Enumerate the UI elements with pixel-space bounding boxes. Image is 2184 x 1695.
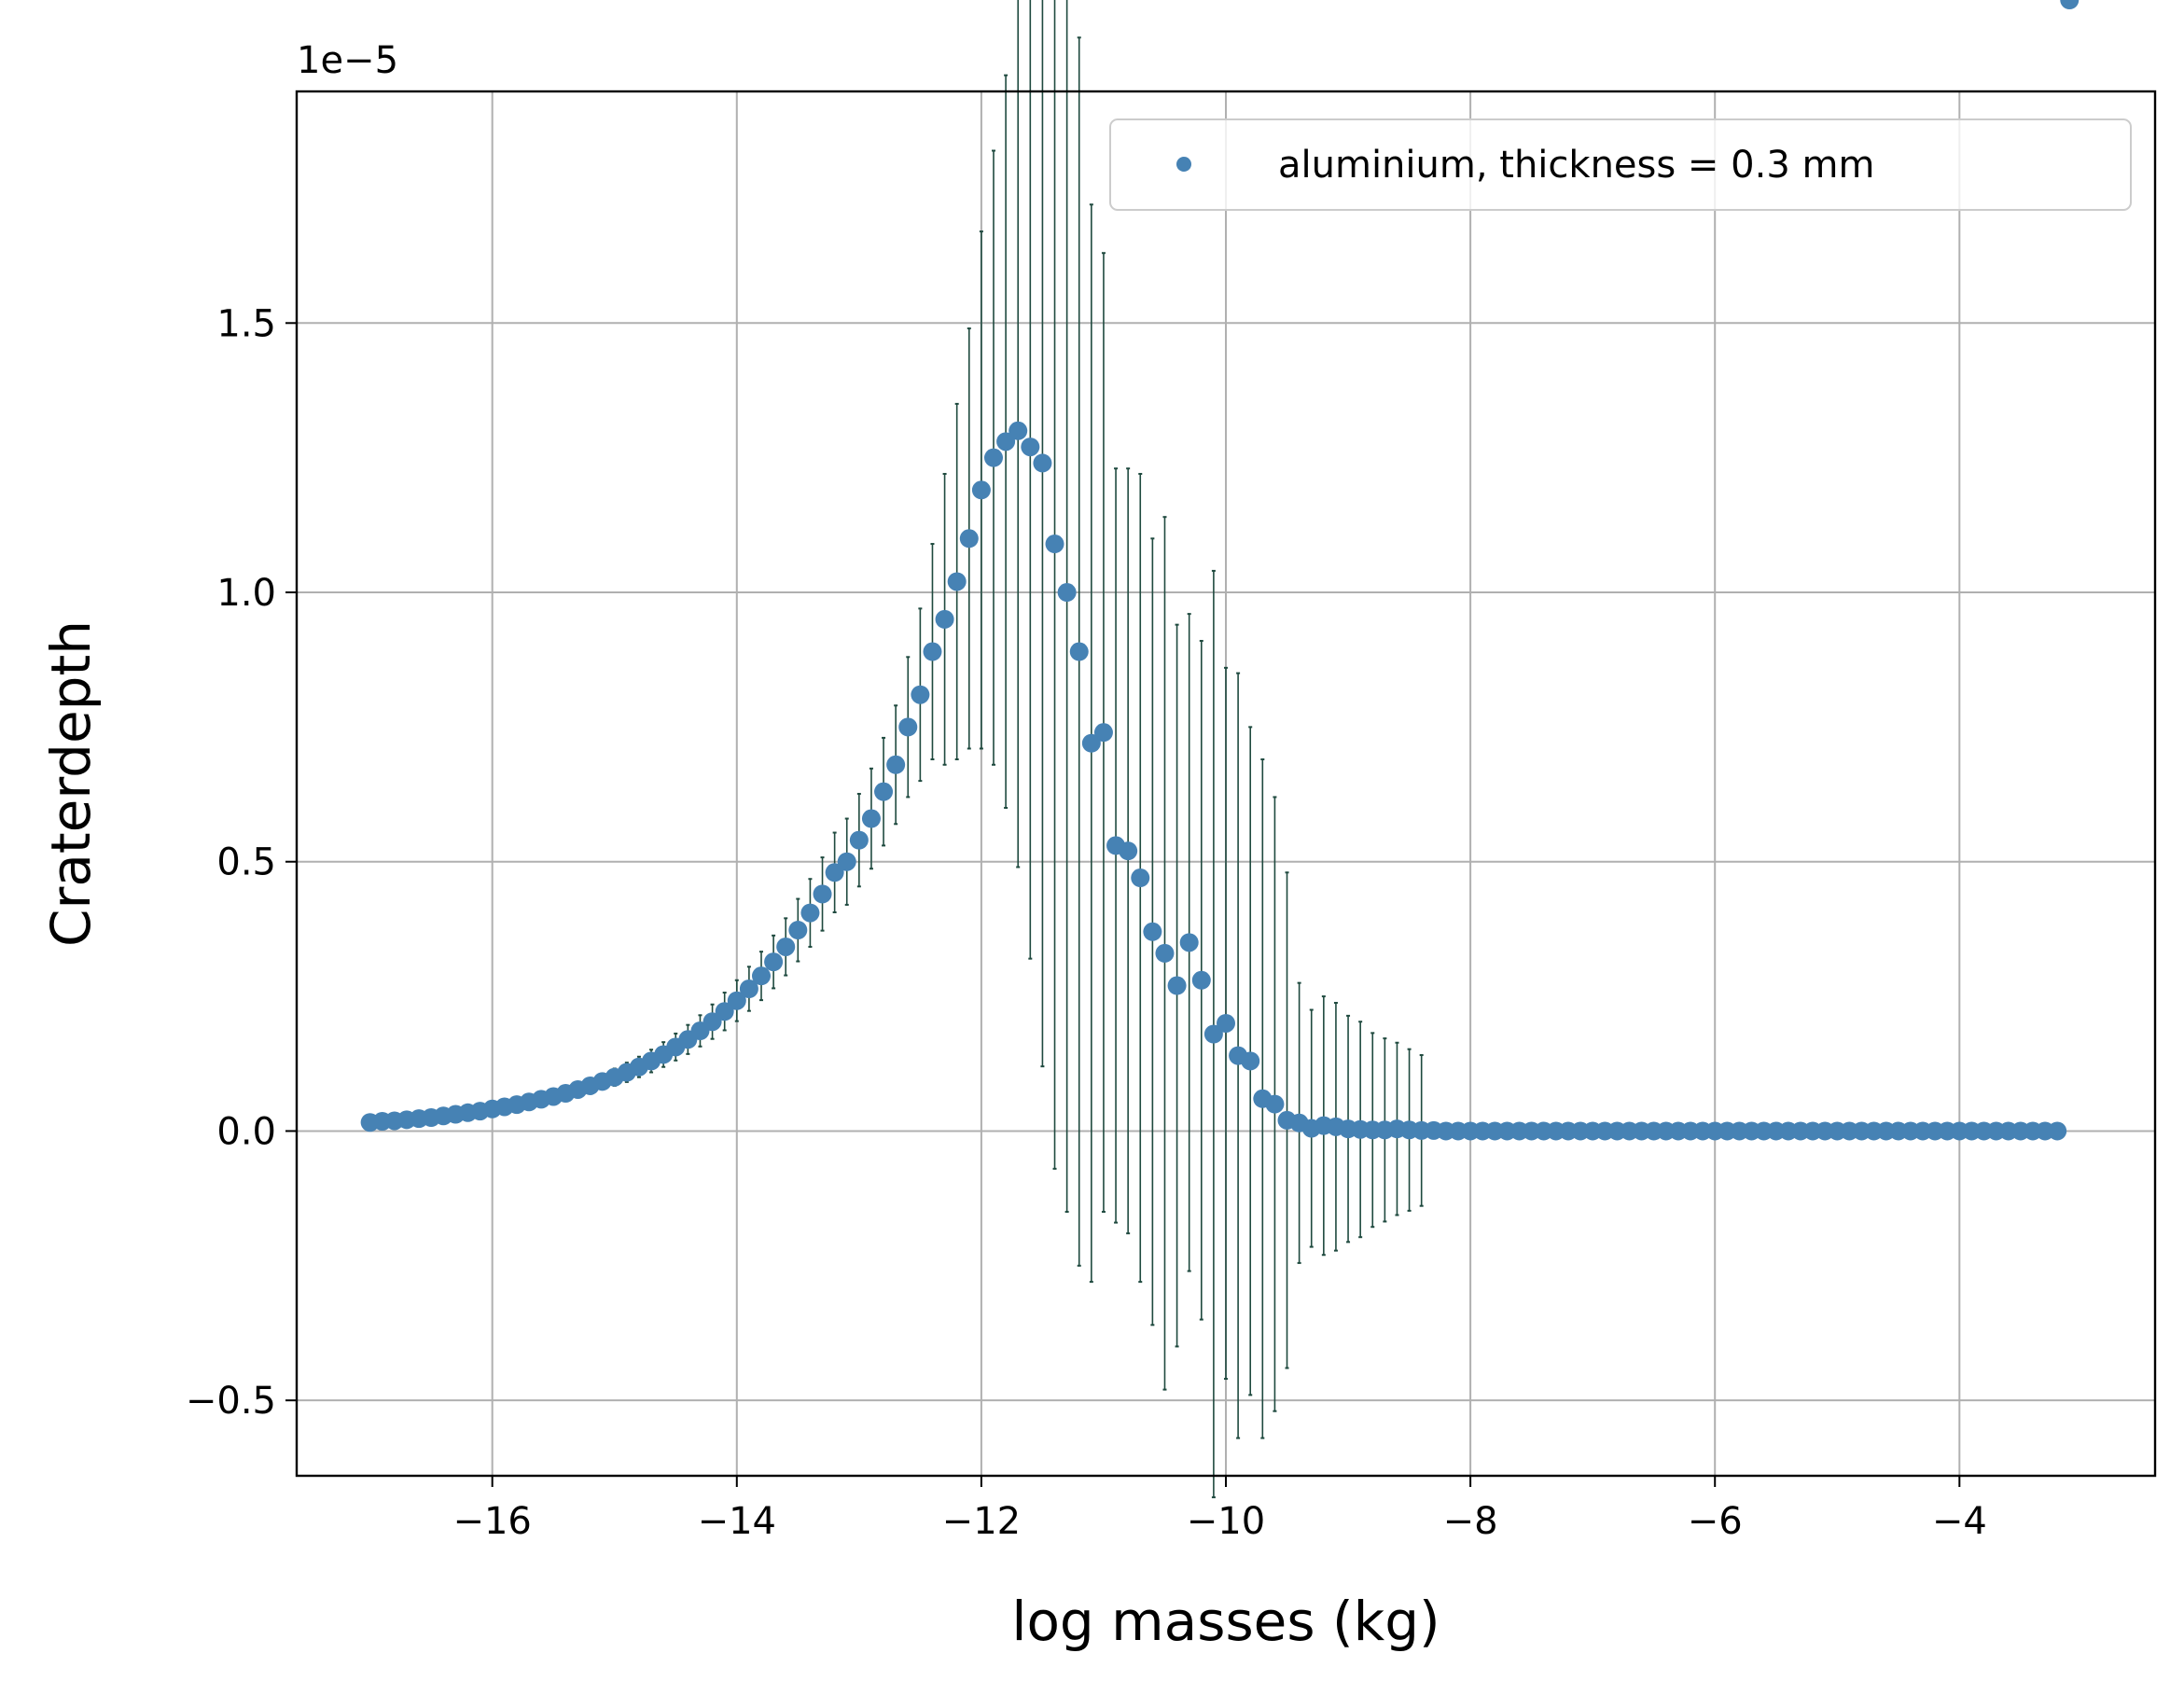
data-point <box>886 755 906 774</box>
data-point <box>1155 943 1175 963</box>
y-tick-label: 1.0 <box>216 572 276 615</box>
x-axis-label: log masses (kg) <box>1011 1590 1440 1653</box>
data-point <box>898 717 918 737</box>
x-tick-label: −6 <box>1688 1500 1743 1543</box>
data-point <box>1241 1051 1260 1071</box>
data-point <box>2048 1121 2067 1141</box>
x-tick-label: −16 <box>452 1500 531 1543</box>
data-point <box>923 642 942 661</box>
data-point <box>1033 453 1052 473</box>
data-point <box>764 952 784 972</box>
data-point <box>1045 535 1064 554</box>
data-point <box>1069 642 1089 661</box>
x-tick-label: −10 <box>1187 1500 1265 1543</box>
data-point <box>837 852 856 871</box>
data-point <box>861 809 881 828</box>
x-axis-ticks: −16 −14 −12 −10 −8 −6 −4 <box>452 1476 1987 1543</box>
data-point <box>984 448 1003 467</box>
y-tick-label: −0.5 <box>186 1380 276 1423</box>
y-axis-label: Craterdepth <box>39 620 103 947</box>
data-point <box>715 1002 734 1021</box>
data-point <box>1021 438 1040 457</box>
x-tick-label: −12 <box>942 1500 1021 1543</box>
data-point <box>947 572 967 591</box>
data-point <box>727 991 746 1010</box>
x-tick-label: −4 <box>1932 1500 1987 1543</box>
y-tick-label: 0.5 <box>216 841 276 884</box>
data-point <box>1179 933 1199 952</box>
data-point <box>935 609 954 629</box>
legend-label: aluminium, thickness = 0.3 mm <box>1278 144 1874 187</box>
legend: aluminium, thickness = 0.3 mm <box>1109 118 2132 211</box>
data-point <box>911 685 930 704</box>
data-point <box>1191 970 1211 990</box>
data-point <box>1265 1094 1285 1114</box>
data-point <box>2060 0 2080 9</box>
data-point <box>849 830 869 850</box>
data-point <box>788 921 808 940</box>
data-point <box>1217 1013 1235 1033</box>
data-point <box>971 480 991 500</box>
data-point <box>800 903 820 923</box>
data-point <box>1203 1024 1223 1044</box>
legend-marker <box>1176 157 1191 172</box>
markers <box>360 0 2080 1141</box>
legend-box <box>1109 118 2132 211</box>
data-point <box>825 863 844 882</box>
data-point <box>874 782 894 801</box>
data-point <box>702 1012 722 1032</box>
y-axis-ticks: −0.5 0.0 0.5 1.0 1.5 <box>186 302 297 1423</box>
data-point <box>1081 733 1101 753</box>
x-tick-label: −14 <box>698 1500 776 1543</box>
data-point <box>776 937 796 956</box>
data-point <box>959 529 979 549</box>
data-point <box>739 979 758 999</box>
grid <box>297 91 2155 1476</box>
data-point <box>1119 841 1138 861</box>
data-point <box>1057 583 1077 603</box>
data-point <box>1009 421 1028 440</box>
data-point <box>1167 976 1187 995</box>
data-point <box>1093 723 1113 743</box>
data-point <box>996 432 1016 452</box>
y-tick-label: 0.0 <box>216 1110 276 1153</box>
y-offset-label: 1e−5 <box>297 39 398 82</box>
y-tick-label: 1.5 <box>216 302 276 345</box>
data-point <box>752 966 771 986</box>
data-point <box>1131 868 1150 888</box>
data-point <box>1143 922 1162 941</box>
data-point <box>813 884 832 904</box>
x-tick-label: −8 <box>1443 1500 1498 1543</box>
